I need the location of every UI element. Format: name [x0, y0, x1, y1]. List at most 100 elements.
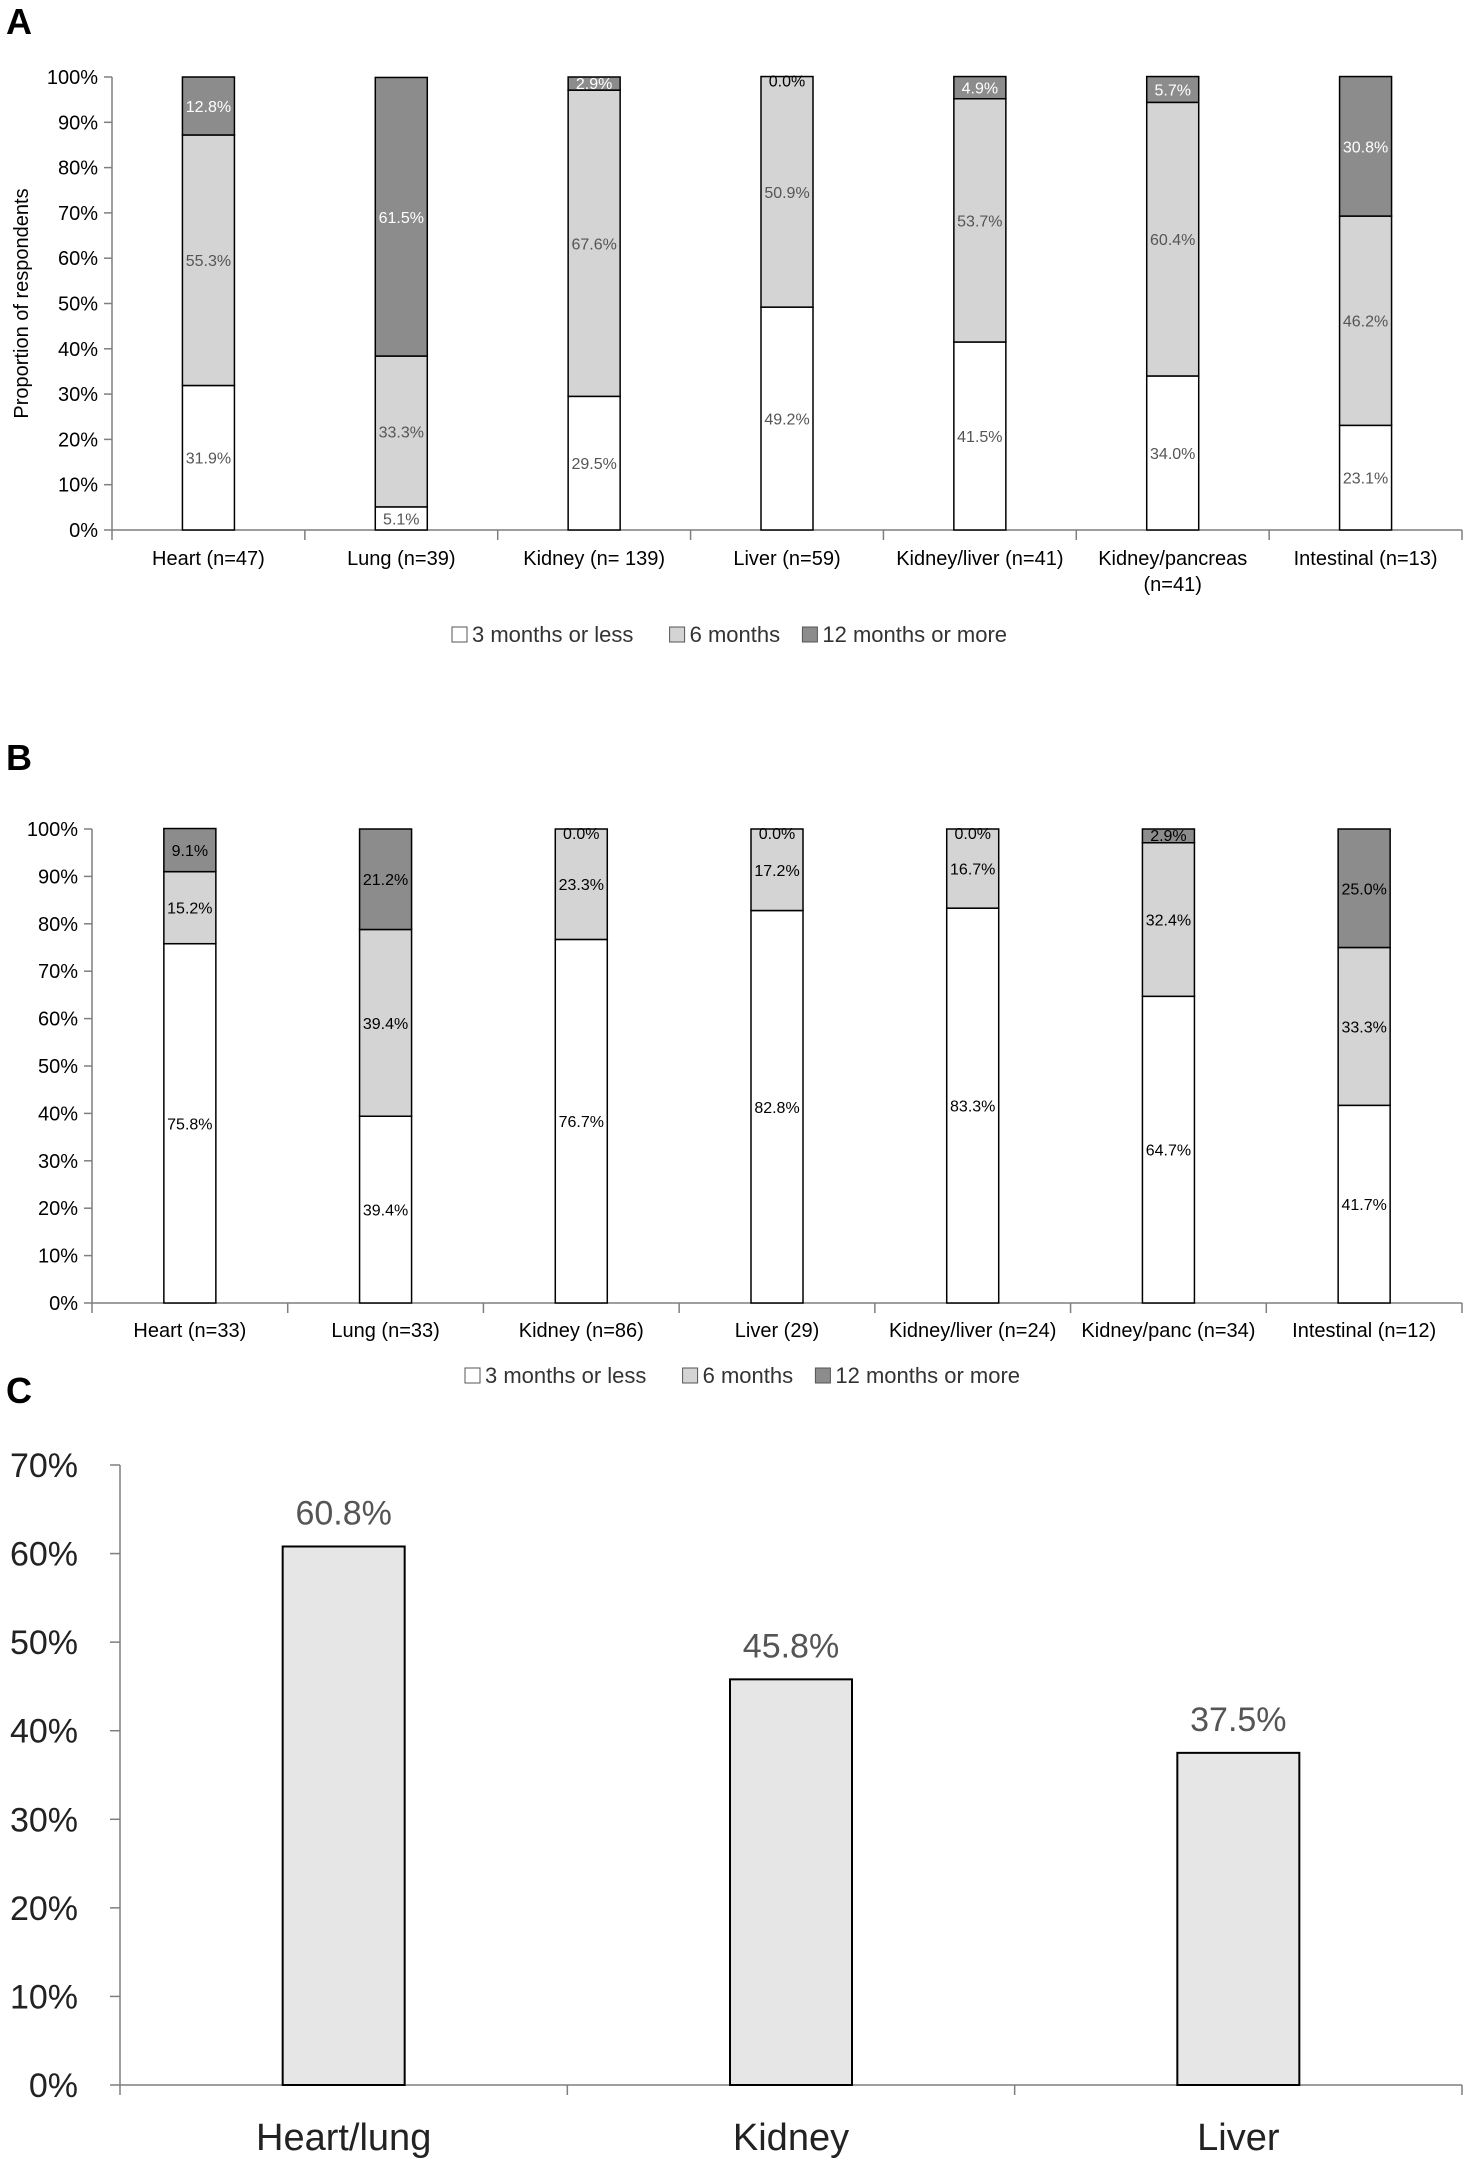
bar-segment	[760, 306, 814, 531]
y-tick-label: 0%	[49, 1293, 78, 1315]
data-label: 33.3%	[379, 424, 424, 441]
data-label: 15.2%	[167, 901, 212, 918]
x-tick-label: Kidney/liver (n=24)	[889, 1320, 1056, 1342]
bar-segment	[181, 134, 236, 387]
y-tick-label: 0%	[69, 520, 98, 542]
data-label: 17.2%	[754, 863, 799, 880]
y-tick-label: 50%	[38, 1056, 78, 1078]
bar	[1176, 1751, 1301, 2087]
legend-label: 12 months or more	[822, 622, 1007, 647]
legend-label: 6 months	[690, 622, 781, 647]
legend-label: 3 months or less	[485, 1363, 646, 1388]
bar-segment	[1338, 75, 1393, 217]
x-tick-label: Liver	[1197, 2117, 1280, 2159]
data-label: 75.8%	[167, 1116, 212, 1133]
y-tick-label: 60%	[10, 1536, 78, 1574]
bar-segment	[1145, 375, 1200, 531]
bar-segment	[358, 1115, 413, 1304]
data-label: 55.3%	[186, 253, 231, 270]
y-tick-label: 70%	[10, 1447, 78, 1485]
data-label: 12.8%	[186, 99, 231, 116]
data-label: 2.9%	[576, 76, 612, 93]
legend-swatch	[464, 1367, 481, 1384]
bar-segment	[163, 942, 217, 1304]
data-label: 60.4%	[1150, 232, 1195, 249]
data-label: 23.3%	[559, 877, 604, 894]
bar	[729, 1678, 853, 2087]
panel-label: B	[6, 737, 32, 778]
data-label: 64.7%	[1146, 1143, 1191, 1160]
x-tick-label: Liver (29)	[735, 1320, 819, 1342]
data-label: 0.0%	[954, 826, 990, 843]
x-tick-label: Kidney/panc (n=34)	[1081, 1320, 1255, 1342]
legend-label: 12 months or more	[835, 1363, 1020, 1388]
bar-segment	[945, 828, 1000, 909]
y-tick-label: 40%	[58, 339, 98, 361]
data-label: 34.0%	[1150, 446, 1195, 463]
y-tick-label: 10%	[38, 1246, 78, 1268]
data-label: 5.7%	[1154, 82, 1190, 99]
bar	[281, 1545, 406, 2086]
y-tick-label: 80%	[58, 158, 98, 180]
y-tick-label: 100%	[27, 819, 78, 841]
y-tick-label: 40%	[38, 1103, 78, 1125]
legend-swatch	[451, 626, 468, 643]
x-tick-label: Heart (n=33)	[133, 1320, 246, 1342]
bar-segment	[554, 938, 609, 1304]
data-label: 0.0%	[759, 826, 795, 843]
data-label: 39.4%	[363, 1203, 408, 1220]
panel-label: C	[6, 1370, 32, 1411]
data-label: 67.6%	[571, 236, 616, 253]
data-label: 45.8%	[743, 1627, 839, 1665]
data-label: 83.3%	[950, 1099, 995, 1116]
data-label: 5.1%	[383, 511, 419, 528]
data-label: 31.9%	[186, 451, 231, 468]
legend-label: 6 months	[703, 1363, 794, 1388]
x-tick-label: Kidney/pancreas	[1098, 548, 1247, 570]
bar-segment	[567, 76, 621, 91]
data-label: 25.0%	[1341, 881, 1386, 898]
data-label: 0.0%	[563, 826, 599, 843]
y-tick-label: 60%	[38, 1009, 78, 1031]
x-tick-label: Lung (n=39)	[347, 548, 455, 570]
y-tick-label: 70%	[58, 203, 98, 225]
panel-b: B 0% 10% 20% 30% 40% 50% 60% 70% 80% 90% 100% 75.8% 1…	[6, 737, 1463, 1388]
legend-label: 3 months or less	[472, 622, 633, 647]
data-label: 60.8%	[295, 1494, 391, 1532]
data-label: 61.5%	[379, 210, 424, 227]
bar-segment	[1337, 946, 1391, 1107]
data-label: 50.9%	[764, 185, 809, 202]
x-tick-label: Heart/lung	[256, 2117, 431, 2159]
data-label: 32.4%	[1146, 913, 1191, 930]
y-tick-label: 40%	[10, 1713, 78, 1751]
bar-segment	[953, 97, 1007, 343]
x-tick-label: Liver (n=59)	[733, 548, 840, 570]
y-tick-label: 30%	[10, 1801, 78, 1839]
y-tick-label: 90%	[38, 866, 78, 888]
bar-segment	[567, 89, 621, 398]
bar-segment	[953, 75, 1007, 100]
x-tick-label: Kidney (n=86)	[519, 1320, 644, 1342]
x-tick-label: Intestinal (n=12)	[1292, 1320, 1436, 1342]
y-tick-label: 30%	[38, 1151, 78, 1173]
bar-segment	[1141, 841, 1196, 998]
x-tick-label: (n=41)	[1144, 574, 1202, 596]
y-tick-label: 60%	[58, 248, 98, 270]
bar-segment	[163, 870, 217, 945]
y-tick-label: 90%	[58, 112, 98, 134]
data-label: 41.7%	[1341, 1197, 1386, 1214]
data-label: 4.9%	[962, 81, 998, 98]
panel-c: C 0% 10% 20% 30% 40% 50% 60% 70% 60.8% Heart/lung 4…	[6, 1370, 1463, 2159]
bar-segment	[1338, 424, 1393, 531]
bar-segment	[358, 928, 413, 1117]
bar-segment	[1338, 215, 1393, 427]
bar-segment	[953, 341, 1007, 531]
legend-swatch	[669, 626, 686, 643]
panel-a: A 0% 10% 20% 30% 40% 50% 60% 70% 80% 90% 100% Propor…	[6, 1, 1463, 647]
bar-segment	[374, 76, 429, 357]
y-tick-label: 80%	[38, 914, 78, 936]
data-label: 2.9%	[1150, 828, 1186, 845]
bar-segment	[945, 907, 1000, 1304]
bar-segment	[163, 827, 217, 873]
data-label: 33.3%	[1341, 1019, 1386, 1036]
